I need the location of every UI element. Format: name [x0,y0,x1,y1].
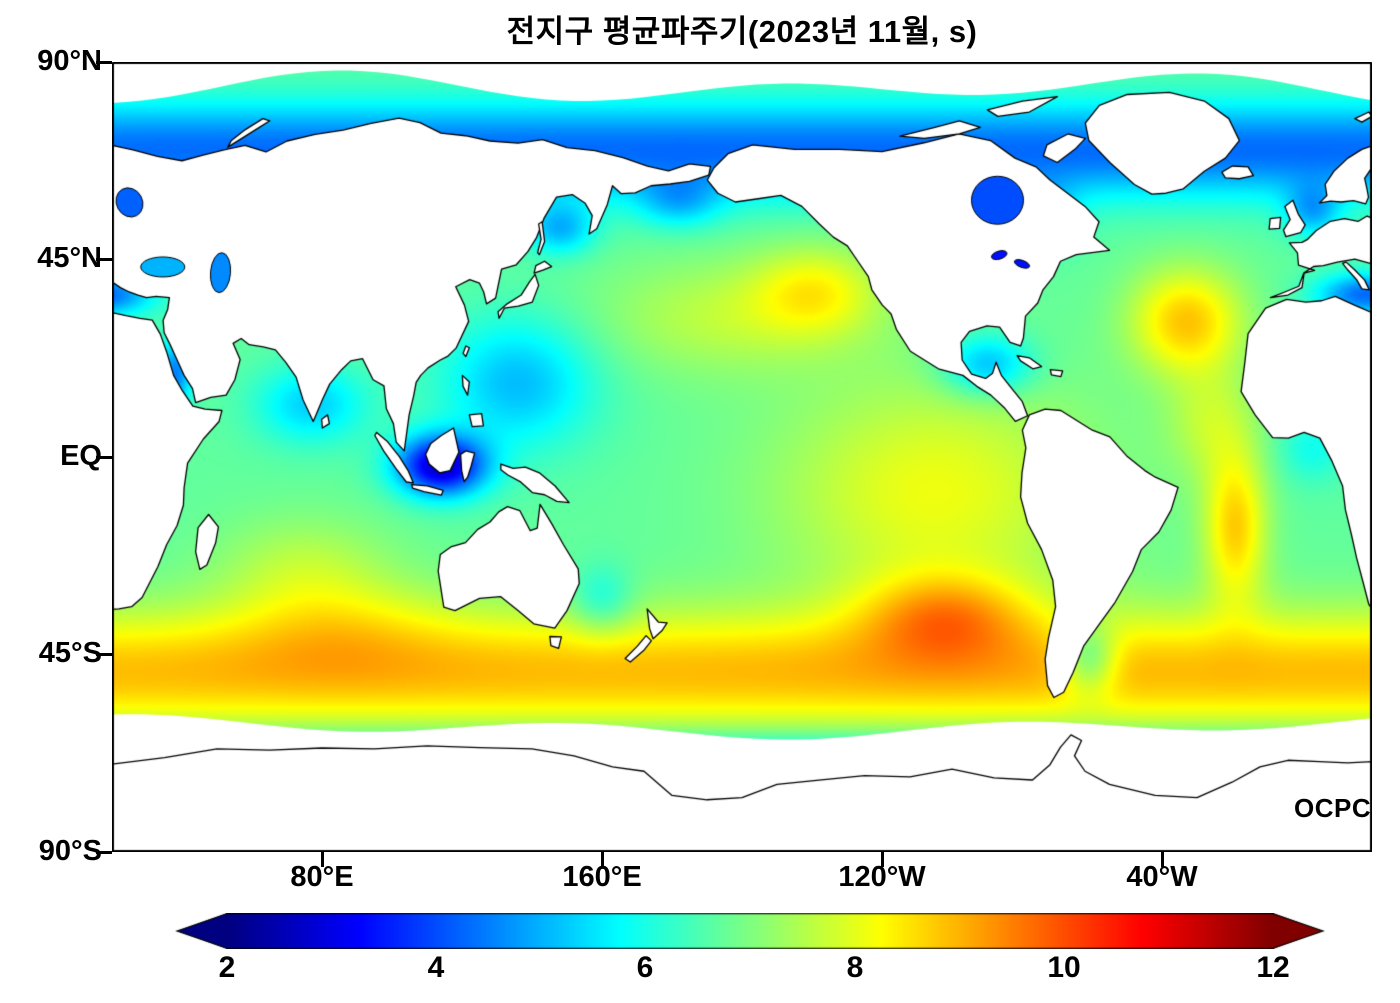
y-axis-label-45s: 45°S [38,636,102,669]
colorbar-label-8: 8 [846,951,864,984]
y-axis-label-90s: 90°S [38,834,102,867]
x-tick-mark [600,852,604,867]
y-axis-label-90n: 90°N [37,44,102,77]
map-canvas [112,62,1372,852]
chart-title: 전지구 평균파주기(2023년 11월, s) [506,14,978,49]
y-tick-mark [96,455,112,459]
colorbar-label-2: 2 [218,951,236,984]
colorbar-label-10: 10 [1047,951,1081,984]
colorbar-label-4: 4 [427,951,445,984]
y-tick-mark [96,258,112,261]
x-tick-mark [1160,852,1164,867]
ocpc-watermark: OCPC [1294,793,1372,823]
colorbar-label-6: 6 [636,951,654,984]
y-axis-label-45n: 45°N [37,241,102,274]
y-tick-mark [96,850,112,854]
x-tick-mark [320,852,324,867]
colorbar-label-12: 12 [1256,951,1290,984]
colorbar-canvas [175,913,1325,949]
y-tick-mark [96,653,112,656]
y-tick-mark [96,60,112,64]
x-tick-mark [880,852,884,867]
y-axis-label-eq: EQ [60,439,102,472]
